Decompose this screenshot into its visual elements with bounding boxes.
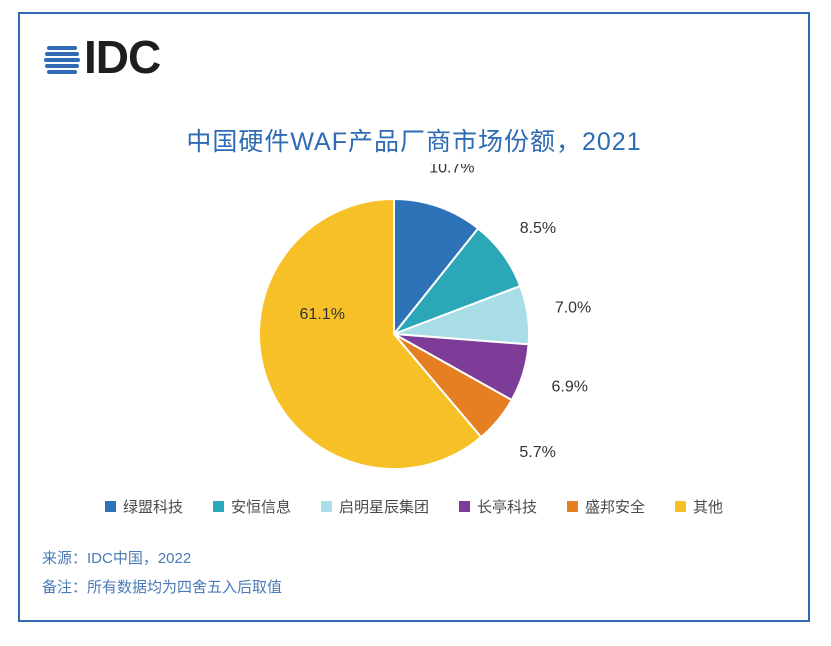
legend-swatch (213, 501, 224, 512)
legend-swatch (321, 501, 332, 512)
pie-slice-label: 5.7% (519, 444, 555, 461)
legend-item: 其他 (675, 496, 723, 517)
pie-slice-label: 7.0% (555, 299, 591, 316)
pie-slice-label: 6.9% (551, 378, 587, 395)
legend-label: 启明星辰集团 (339, 496, 429, 517)
legend-swatch (105, 501, 116, 512)
legend-item: 启明星辰集团 (321, 496, 429, 517)
legend-label: 其他 (693, 496, 723, 517)
legend-item: 绿盟科技 (105, 496, 183, 517)
idc-logo: IDC (42, 30, 160, 84)
chart-title: 中国硬件WAF产品厂商市场份额，2021 (20, 122, 808, 158)
legend-label: 绿盟科技 (123, 496, 183, 517)
legend-label: 盛邦安全 (585, 496, 645, 517)
footer-source: 来源：IDC中国，2022 (42, 545, 282, 574)
legend-swatch (459, 501, 470, 512)
chart-legend: 绿盟科技 安恒信息 启明星辰集团 长亭科技 盛邦安全 其他 (20, 496, 808, 517)
report-card: IDC 中国硬件WAF产品厂商市场份额，2021 10.7% 8.5% 7.0% 6.… (18, 12, 810, 622)
legend-label: 长亭科技 (477, 496, 537, 517)
legend-label: 安恒信息 (231, 496, 291, 517)
footer-note: 备注：所有数据均为四舍五入后取值 (42, 574, 282, 603)
idc-logo-text: IDC (84, 30, 160, 84)
chart-footer: 来源：IDC中国，2022 备注：所有数据均为四舍五入后取值 (42, 545, 282, 602)
pie-slice-label: 61.1% (300, 306, 345, 323)
legend-swatch (675, 501, 686, 512)
legend-item: 安恒信息 (213, 496, 291, 517)
idc-globe-icon (42, 37, 82, 77)
legend-item: 盛邦安全 (567, 496, 645, 517)
pie-slice-label: 8.5% (520, 220, 556, 237)
pie-chart: 10.7% 8.5% 7.0% 6.9% 5.7% 61.1% (20, 164, 808, 484)
pie-slice-label: 10.7% (429, 164, 474, 177)
legend-swatch (567, 501, 578, 512)
legend-item: 长亭科技 (459, 496, 537, 517)
